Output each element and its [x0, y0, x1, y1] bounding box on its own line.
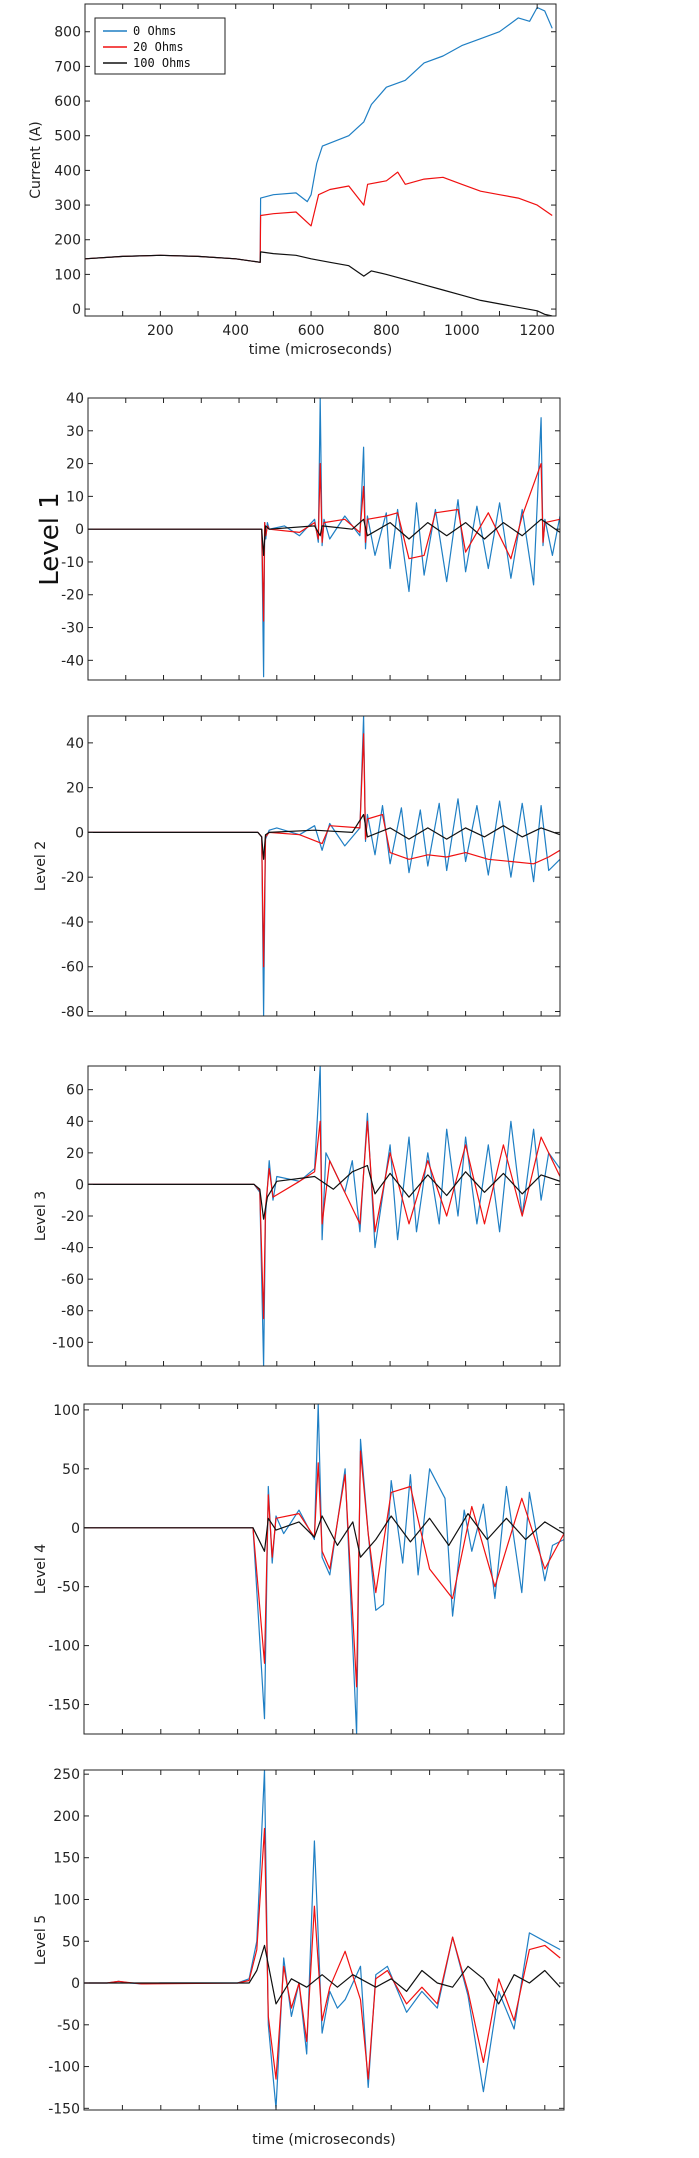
y-tick-label: 20: [66, 781, 84, 797]
x-tick-label: 1000: [444, 323, 480, 339]
y-tick-label: 20: [66, 457, 84, 473]
y-axis-label: Level 3: [33, 1191, 49, 1241]
x-tick-label: 600: [298, 323, 325, 339]
plot-frame: [83, 1403, 565, 1735]
y-tick-label: 10: [66, 489, 84, 505]
y-tick-label: 400: [54, 163, 81, 179]
y-tick-label: -60: [61, 960, 84, 976]
x-tick-label: 200: [147, 323, 174, 339]
y-tick-label: 30: [66, 424, 84, 440]
legend-entry: 0 Ohms: [133, 24, 176, 38]
y-axis-label: Level 4: [33, 1544, 49, 1594]
series-line-s100-panel-1: [85, 251, 553, 316]
y-tick-label: 500: [54, 129, 81, 145]
series-line-s20-panel-3: [88, 733, 560, 968]
y-tick-label: 0: [71, 1976, 80, 1992]
y-tick-label: 100: [54, 267, 81, 283]
y-tick-label: 40: [66, 1114, 84, 1130]
y-tick-label: 50: [62, 1462, 80, 1478]
y-tick-label: 800: [54, 25, 81, 41]
y-tick-label: 0: [75, 522, 84, 538]
y-tick-label: -40: [61, 915, 84, 931]
y-tick-label: 100: [53, 1892, 80, 1908]
y-tick-label: 250: [53, 1767, 80, 1783]
series-line-s0-panel-2: [88, 398, 560, 678]
series-line-s0-panel-5: [84, 1404, 564, 1734]
y-axis-label: Level 5: [33, 1915, 49, 1965]
y-tick-label: -50: [57, 1580, 80, 1596]
x-tick-label: 400: [222, 323, 249, 339]
y-tick-label: -100: [48, 1639, 80, 1655]
y-tick-label: 200: [53, 1809, 80, 1825]
series-line-s100-panel-6: [84, 1944, 561, 2005]
y-tick-label: -150: [48, 2101, 80, 2117]
chart-panel-6: -150 -100 -50 0 50 100 150 200 250 Level 5 time (m…: [33, 1767, 565, 2148]
y-tick-label: -50: [57, 2018, 80, 2034]
y-tick-label: -30: [61, 621, 84, 637]
x-tick-label: 800: [373, 323, 400, 339]
series-line-s100-panel-3: [88, 813, 560, 860]
y-tick-label: 700: [54, 59, 81, 75]
chart-panel-2: -40 -30 -20 -10 0 10 20 30 40 Level 1: [35, 391, 561, 681]
y-tick-label: 20: [66, 1146, 84, 1162]
y-tick-label: 0: [75, 1177, 84, 1193]
series-line-s100-panel-4: [88, 1164, 560, 1220]
y-axis-label: Level 2: [33, 841, 49, 891]
y-tick-label: 40: [66, 736, 84, 752]
series-line-s20-panel-2: [88, 463, 560, 622]
legend-entry: 20 Ohms: [133, 40, 184, 54]
series-line-s100-panel-5: [84, 1513, 564, 1558]
y-tick-label: -20: [61, 588, 84, 604]
chart-panel-4: -100 -80 -60 -40 -20 0 20 40 60 Level 3: [33, 1065, 561, 1367]
plot-frame: [87, 1065, 561, 1367]
plot-frame: [87, 715, 561, 1017]
series-line-s20-panel-5: [84, 1450, 564, 1688]
chart-panel-3: -80 -60 -40 -20 0 20 40 Level 2: [33, 715, 561, 1021]
series-line-s20-panel-6: [84, 1827, 561, 2080]
y-tick-label: -20: [61, 1209, 84, 1225]
y-tick-label: 40: [66, 391, 84, 407]
y-tick-label: -100: [52, 1335, 84, 1351]
plot-frame: [84, 3, 557, 317]
series-line-s0-panel-3: [88, 716, 560, 1016]
legend-entry: 100 Ohms: [133, 56, 191, 70]
y-tick-label: -80: [61, 1304, 84, 1320]
y-tick-label: 150: [53, 1851, 80, 1867]
y-tick-label: 300: [54, 198, 81, 214]
x-axis-label: time (microseconds): [249, 342, 392, 358]
y-tick-label: 0: [75, 825, 84, 841]
y-tick-label: -60: [61, 1272, 84, 1288]
y-tick-label: 600: [54, 94, 81, 110]
y-tick-label: -40: [61, 653, 84, 669]
y-axis-label: Current (A): [28, 121, 44, 199]
y-tick-label: 50: [62, 1934, 80, 1950]
y-tick-label: 0: [72, 302, 81, 318]
y-tick-label: 60: [66, 1083, 84, 1099]
y-tick-label: -100: [48, 2060, 80, 2076]
series-line-s20-panel-1: [85, 171, 553, 263]
y-tick-label: -20: [61, 870, 84, 886]
y-tick-label: -40: [61, 1241, 84, 1257]
legend-box: [94, 17, 226, 75]
y-tick-label: -80: [61, 1005, 84, 1021]
series-line-s0-panel-4: [88, 1066, 560, 1366]
y-axis-label: Level 1: [35, 492, 65, 585]
y-tick-label: -10: [61, 555, 84, 571]
series-line-s0-panel-6: [84, 1770, 561, 2109]
y-tick-label: -150: [48, 1698, 80, 1714]
y-tick-label: 100: [53, 1403, 80, 1419]
y-tick-label: 200: [54, 233, 81, 249]
legend: 0 Ohms 20 Ohms 100 Ohms: [94, 17, 226, 75]
chart-panel-5: -150 -100 -50 0 50 100 Level 4: [33, 1403, 565, 1735]
x-tick-label: 1200: [519, 323, 555, 339]
series-line-s100-panel-2: [88, 518, 560, 556]
x-axis-label: time (microseconds): [252, 2132, 395, 2148]
plot-frame: [87, 397, 561, 681]
plot-frame: [83, 1769, 565, 2111]
chart-panel-1: 0 100 200 300 400 500 600 700 800 200 400 600 800 100…: [28, 3, 557, 358]
y-tick-label: 0: [71, 1521, 80, 1537]
